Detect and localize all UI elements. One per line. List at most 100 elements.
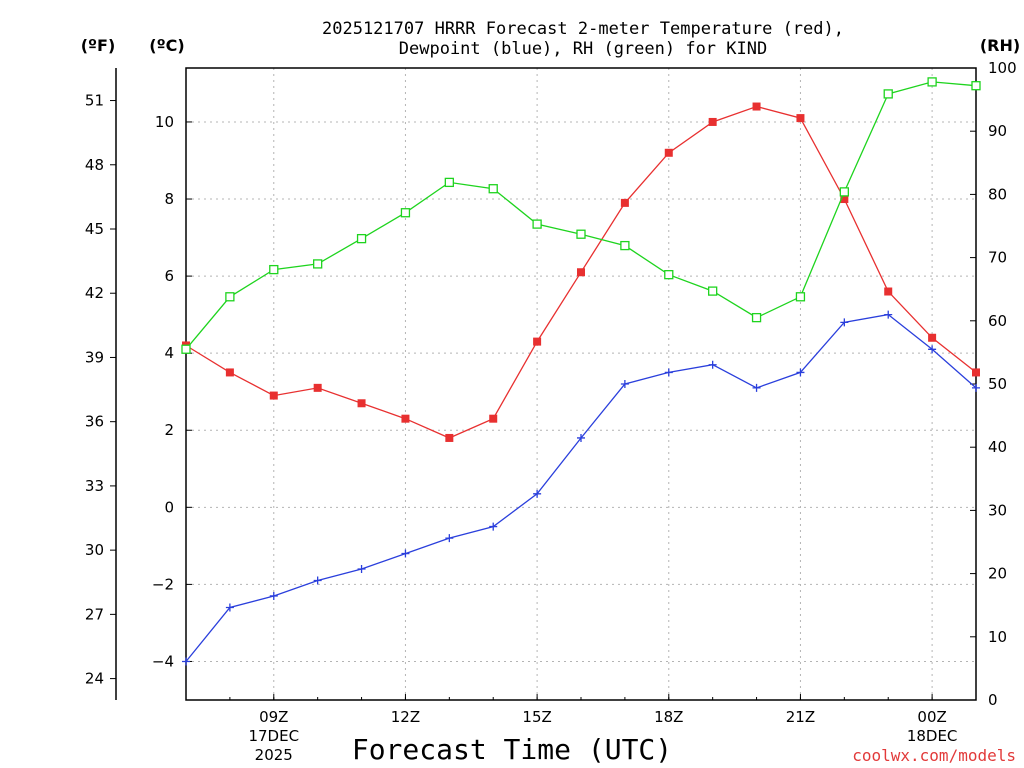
data-point-marker	[927, 77, 937, 87]
x-tick-label: 09Z	[259, 708, 288, 726]
data-point-marker	[840, 318, 849, 327]
rh-tick-label: 90	[988, 122, 1007, 140]
f-tick-label: 39	[85, 348, 104, 366]
f-tick-label: 51	[85, 92, 104, 110]
data-point-marker	[401, 414, 410, 423]
series-relative-humidity	[181, 77, 981, 354]
data-point-marker	[533, 489, 542, 498]
data-point-marker	[796, 114, 805, 123]
axes	[115, 67, 977, 701]
data-point-marker	[840, 195, 849, 204]
data-point-marker	[182, 657, 190, 666]
x-tick-year-label: 2025	[255, 746, 293, 764]
data-point-marker	[620, 380, 629, 388]
data-point-marker	[313, 576, 322, 585]
data-point-marker	[883, 89, 893, 99]
data-point-marker	[972, 368, 980, 377]
data-point-marker	[928, 345, 937, 354]
data-point-marker	[225, 603, 234, 612]
rh-tick-label: 30	[988, 501, 1007, 519]
series-temperature	[182, 102, 980, 442]
x-tick-date-label: 17DEC	[248, 727, 299, 745]
c-tick-label: 10	[155, 113, 174, 131]
c-tick-label: 8	[164, 190, 174, 208]
data-point-marker	[533, 337, 542, 346]
rh-axis-unit: (RH)	[980, 36, 1020, 55]
x-tick-label: 12Z	[391, 708, 420, 726]
data-point-marker	[225, 292, 235, 302]
data-point-marker	[357, 399, 366, 408]
data-point-marker	[532, 219, 542, 229]
data-point-marker	[664, 368, 673, 377]
rh-tick-label: 80	[988, 185, 1007, 203]
f-tick-label: 48	[85, 156, 104, 174]
data-point-marker	[708, 117, 717, 126]
data-point-marker	[269, 391, 278, 400]
data-point-marker	[928, 333, 937, 342]
data-point-marker	[269, 591, 278, 600]
data-point-marker	[620, 198, 629, 207]
data-point-marker	[225, 368, 234, 377]
data-point-marker	[577, 433, 585, 442]
data-point-marker	[752, 102, 761, 111]
data-point-marker	[708, 360, 717, 369]
data-point-marker	[445, 534, 454, 543]
chart-title-line1: 2025121707 HRRR Forecast 2-meter Tempera…	[322, 19, 844, 39]
data-point-marker	[489, 522, 498, 531]
credit-text: coolwx.com/models	[852, 746, 1016, 765]
f-tick-label: 30	[85, 541, 104, 559]
data-point-marker	[576, 229, 586, 239]
series-line	[185, 81, 977, 350]
c-tick-label: 4	[164, 344, 174, 362]
data-point-marker	[269, 264, 279, 275]
data-point-marker	[884, 310, 893, 319]
rh-tick-label: 20	[988, 565, 1007, 583]
c-tick-label: 0	[164, 498, 174, 516]
data-point-marker	[488, 184, 498, 194]
c-tick-label: 6	[164, 267, 174, 285]
data-point-marker	[357, 564, 366, 573]
data-point-marker	[664, 148, 673, 157]
data-point-marker	[445, 433, 454, 442]
data-point-marker	[401, 549, 410, 558]
rh-tick-label: 70	[988, 249, 1007, 267]
data-point-marker	[972, 383, 980, 392]
f-tick-label: 33	[85, 477, 104, 495]
data-point-marker	[751, 312, 762, 323]
c-tick-label: 2	[164, 421, 174, 439]
f-tick-label: 42	[85, 284, 104, 302]
celsius-axis-unit: (ºC)	[149, 36, 184, 55]
chart-title-line2: Dewpoint (blue), RH (green) for KIND	[399, 39, 767, 59]
data-point-marker	[400, 208, 411, 218]
rh-tick-label: 50	[988, 375, 1007, 393]
series-dewpoint	[182, 310, 980, 666]
tick-labels: −4−2024681024273033363942454851010203040…	[85, 59, 1017, 764]
rh-tick-label: 40	[988, 438, 1007, 456]
data-point-marker	[181, 344, 191, 354]
data-point-marker	[313, 259, 323, 269]
data-point-marker	[620, 240, 630, 251]
c-tick-label: −2	[152, 575, 174, 593]
x-axis-title: Forecast Time (UTC)	[352, 733, 672, 766]
fahrenheit-axis-unit: (ºF)	[81, 36, 116, 55]
f-tick-label: 45	[85, 220, 104, 238]
data-point-marker	[708, 286, 718, 296]
data-point-marker	[313, 383, 322, 392]
data-point-marker	[752, 383, 761, 392]
data-point-marker	[971, 81, 981, 91]
data-point-marker	[356, 233, 367, 244]
x-tick-label: 15Z	[522, 708, 551, 726]
data-point-marker	[796, 368, 805, 377]
data-point-marker	[664, 270, 674, 280]
x-tick-label: 21Z	[786, 708, 815, 726]
f-tick-label: 36	[85, 413, 104, 431]
data-point-marker	[839, 187, 849, 197]
data-point-marker	[444, 177, 454, 188]
data-point-marker	[489, 414, 498, 423]
rh-tick-label: 10	[988, 628, 1007, 646]
c-tick-label: −4	[152, 652, 174, 670]
data-point-marker	[577, 268, 585, 277]
x-tick-label: 18Z	[654, 708, 683, 726]
series-line	[185, 313, 977, 662]
